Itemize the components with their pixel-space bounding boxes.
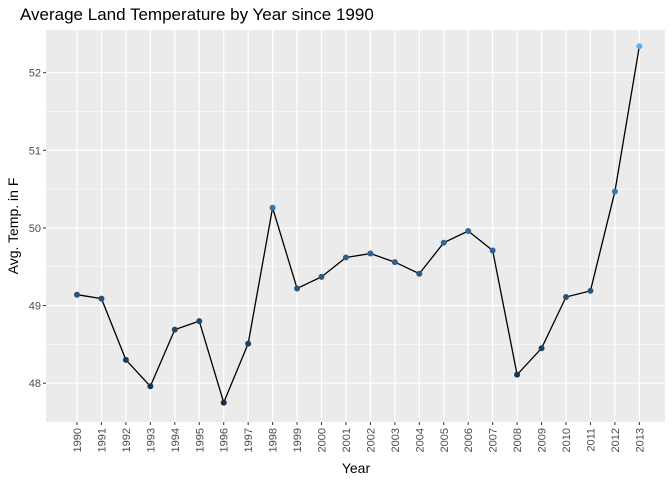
x-axis-title: Year <box>342 460 371 476</box>
data-point <box>611 188 618 195</box>
data-point <box>245 340 252 347</box>
y-tick-label: 49 <box>29 301 41 313</box>
x-tick-label: 2007 <box>488 428 500 452</box>
x-tick-label: 1995 <box>194 428 206 452</box>
series-line-layer <box>76 46 640 405</box>
data-point <box>196 318 203 325</box>
x-tick-label: 2004 <box>414 428 426 452</box>
x-tick-label: 1999 <box>292 428 304 452</box>
x-tick-label: 1992 <box>121 428 133 452</box>
data-point <box>367 250 374 257</box>
data-point <box>147 383 154 390</box>
x-tick-label: 2013 <box>634 428 646 452</box>
x-tick-label: 1991 <box>96 428 108 452</box>
y-tick-label: 48 <box>29 378 41 390</box>
y-tick-label: 51 <box>29 145 41 157</box>
y-tick-label: 50 <box>29 223 41 235</box>
data-point <box>391 259 398 266</box>
x-axis: 1990 1991 1992 1993 1994 1995 1996 1997 1998 1999… <box>72 422 646 452</box>
grid-lines <box>46 30 665 422</box>
x-tick-label: 1994 <box>170 428 182 452</box>
data-point <box>294 285 301 292</box>
x-tick-label: 1993 <box>145 428 157 452</box>
data-point <box>171 326 178 333</box>
y-tick-label: 52 <box>29 68 41 80</box>
plot-panel <box>46 30 665 422</box>
x-tick-label: 2012 <box>610 428 622 452</box>
x-tick-label: 2000 <box>317 428 329 452</box>
data-point <box>342 254 349 261</box>
x-tick-label: 2009 <box>537 428 549 452</box>
x-tick-label: 2006 <box>463 428 475 452</box>
data-point <box>74 291 80 298</box>
data-point <box>318 273 325 280</box>
x-tick-label: 1998 <box>268 428 280 452</box>
y-axis: 48 49 50 51 52 <box>29 68 46 390</box>
y-axis-title: Avg. Temp. in F <box>5 178 21 275</box>
chart-title: Average Land Temperature by Year since 1… <box>20 5 374 24</box>
x-tick-label: 2003 <box>390 428 402 452</box>
data-point <box>98 295 105 302</box>
x-tick-label: 2001 <box>341 428 353 452</box>
data-point <box>587 287 594 294</box>
data-point <box>416 270 423 277</box>
x-tick-label: 2010 <box>561 428 573 452</box>
data-point <box>514 371 521 378</box>
data-point <box>563 294 569 301</box>
x-tick-label: 1990 <box>72 428 84 452</box>
data-point <box>122 356 129 363</box>
x-tick-label: 2002 <box>365 428 377 452</box>
series-points <box>74 43 643 406</box>
x-tick-label: 2011 <box>585 428 597 452</box>
data-point <box>465 228 472 235</box>
data-point <box>440 239 447 246</box>
x-tick-label: 1996 <box>219 428 231 452</box>
x-tick-label: 2008 <box>512 428 524 452</box>
data-point <box>269 204 276 211</box>
x-tick-label: 2005 <box>439 428 451 452</box>
data-point <box>636 43 643 50</box>
x-tick-label: 1997 <box>243 428 255 452</box>
data-point <box>489 247 496 254</box>
data-point <box>538 345 545 352</box>
data-point <box>220 399 227 406</box>
series-line <box>76 46 640 405</box>
